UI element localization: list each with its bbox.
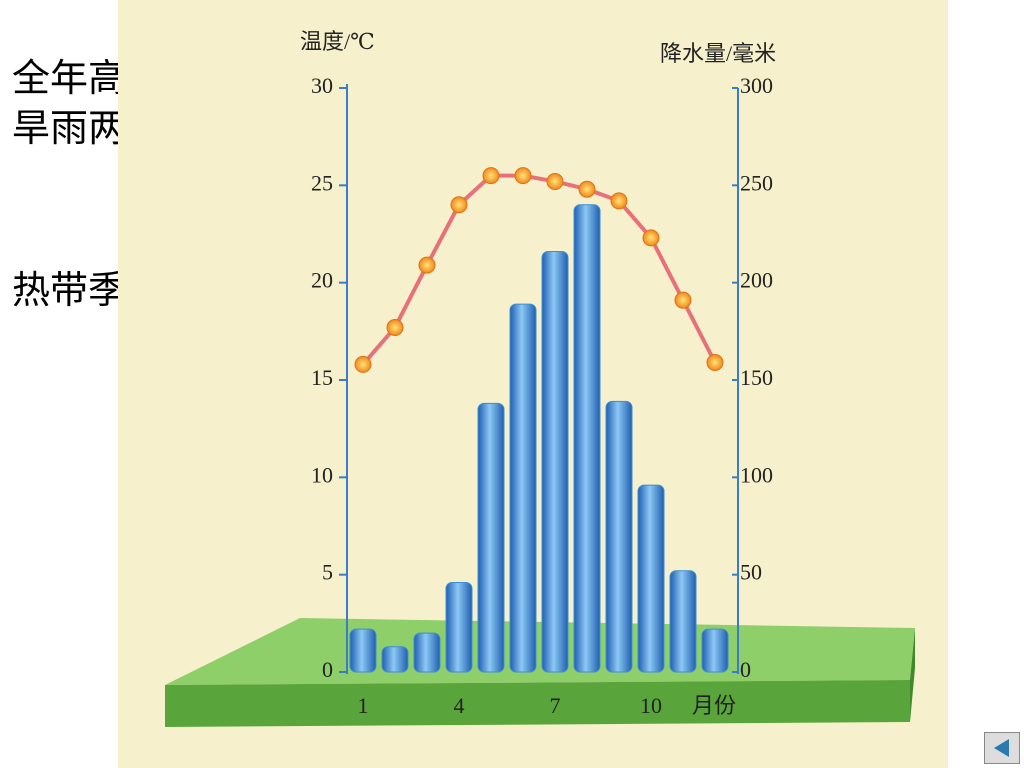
prev-icon xyxy=(994,739,1009,757)
prev-slide-button[interactable] xyxy=(984,732,1020,764)
x-tick-label: 10 xyxy=(640,693,662,718)
y-tick-label: 5 xyxy=(322,560,333,585)
point xyxy=(546,172,564,190)
note: 全年高温分 xyxy=(12,56,203,100)
y2-tick-label: 200 xyxy=(740,268,773,293)
bar xyxy=(477,402,505,673)
point xyxy=(706,353,724,371)
platform-top xyxy=(165,618,915,685)
point xyxy=(642,229,660,247)
bar xyxy=(605,400,633,673)
bar xyxy=(669,570,697,673)
bar xyxy=(701,628,729,673)
bar xyxy=(573,204,601,673)
bar xyxy=(637,484,665,673)
y2-axis-title: 降水量/毫米 xyxy=(660,41,776,66)
y-tick-label: 0 xyxy=(322,657,333,682)
y2-tick-label: 0 xyxy=(740,657,751,682)
y-axis-title: 温度/℃ xyxy=(300,29,375,54)
point xyxy=(578,180,596,198)
bar xyxy=(349,628,377,673)
picture-background xyxy=(118,0,948,768)
y2-tick-label: 50 xyxy=(740,560,762,585)
y2-tick-label: 150 xyxy=(740,365,773,390)
bar xyxy=(541,251,569,673)
y-tick-label: 25 xyxy=(311,170,333,195)
bar xyxy=(445,581,473,673)
y-tick-label: 20 xyxy=(311,268,333,293)
point xyxy=(674,291,692,309)
y-tick-label: 10 xyxy=(311,462,333,487)
x-tick-label: 4 xyxy=(454,693,465,718)
point xyxy=(482,167,500,185)
y2-tick-label: 300 xyxy=(740,73,773,98)
x-tick-label: 7 xyxy=(550,693,561,718)
point xyxy=(386,318,404,336)
line xyxy=(361,173,717,366)
bar xyxy=(509,303,537,673)
point xyxy=(354,355,372,373)
platform-side xyxy=(910,628,915,722)
note: 旱雨两季 xyxy=(12,106,165,150)
point xyxy=(450,196,468,214)
y-tick-label: 30 xyxy=(311,73,333,98)
platform-front xyxy=(165,680,910,727)
note: 热带季风气候 xyxy=(12,268,241,312)
point xyxy=(514,167,532,185)
point xyxy=(610,192,628,210)
y-tick-label: 15 xyxy=(311,365,333,390)
y2-tick-label: 250 xyxy=(740,170,773,195)
x-tick-label: 1 xyxy=(358,693,369,718)
y2-tick-label: 100 xyxy=(740,462,773,487)
bar xyxy=(413,632,441,673)
bar xyxy=(381,646,409,673)
x-axis-title: 月份 xyxy=(692,693,736,718)
point xyxy=(418,256,436,274)
